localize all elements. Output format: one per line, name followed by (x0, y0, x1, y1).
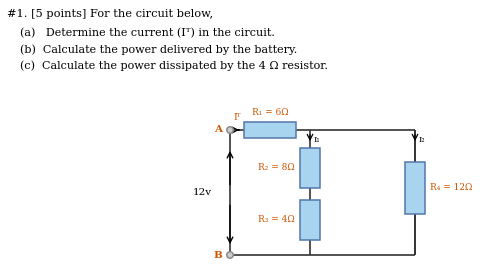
Text: A: A (214, 126, 222, 134)
Bar (243, 122, 295, 138)
Text: #1. [5 points] For the circuit below,: #1. [5 points] For the circuit below, (7, 9, 213, 19)
Text: 12v: 12v (192, 188, 212, 197)
Text: R₄ = 12Ω: R₄ = 12Ω (429, 184, 471, 192)
Text: Iᵀ: Iᵀ (233, 113, 240, 122)
Text: R₂ = 8Ω: R₂ = 8Ω (258, 163, 294, 172)
Text: B: B (213, 251, 222, 259)
Text: I₂: I₂ (418, 136, 425, 144)
Bar (300, 148, 319, 188)
Circle shape (226, 251, 233, 259)
Text: R₁ = 6Ω: R₁ = 6Ω (251, 108, 288, 117)
Bar (404, 162, 424, 214)
Circle shape (227, 253, 232, 258)
Text: (c)  Calculate the power dissipated by the 4 Ω resistor.: (c) Calculate the power dissipated by th… (20, 60, 327, 71)
Circle shape (226, 126, 233, 134)
Text: I₁: I₁ (313, 136, 320, 144)
Text: (b)  Calculate the power delivered by the battery.: (b) Calculate the power delivered by the… (20, 44, 297, 55)
Text: (a)   Determine the current (Iᵀ) in the circuit.: (a) Determine the current (Iᵀ) in the ci… (20, 28, 274, 38)
Bar (300, 200, 319, 240)
Text: R₃ = 4Ω: R₃ = 4Ω (258, 216, 294, 224)
Circle shape (227, 128, 232, 132)
